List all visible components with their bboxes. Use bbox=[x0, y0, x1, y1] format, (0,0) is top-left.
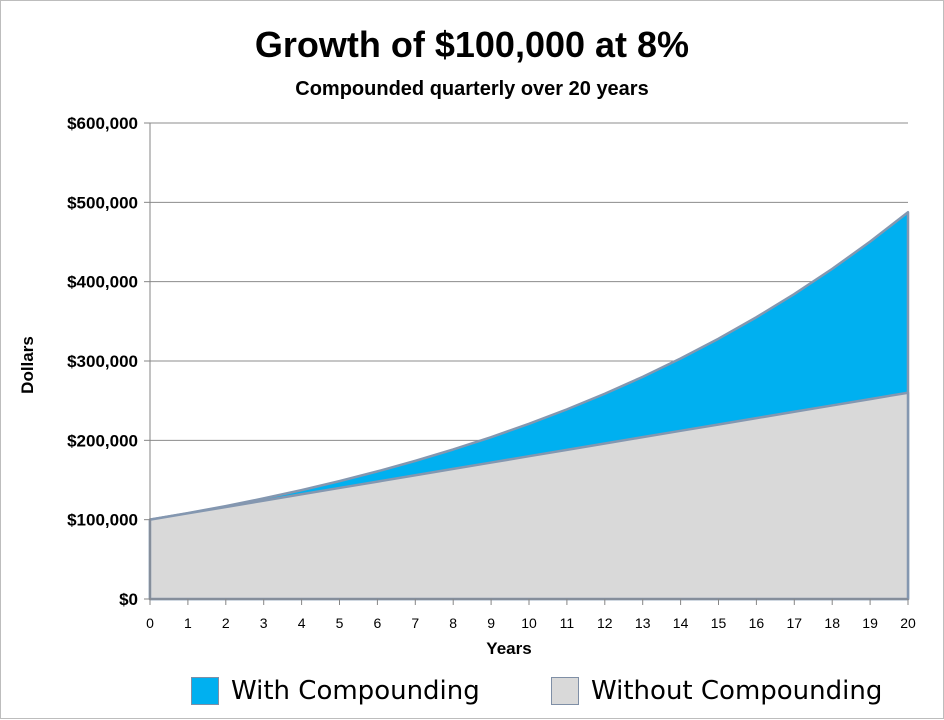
legend: With Compounding Without Compounding bbox=[1, 673, 943, 709]
y-tick-label: $100,000 bbox=[67, 511, 138, 530]
x-tick-label: 16 bbox=[749, 615, 765, 631]
x-tick-label: 0 bbox=[146, 615, 154, 631]
y-tick-label: $500,000 bbox=[67, 193, 138, 212]
y-tick-label: $400,000 bbox=[67, 273, 138, 292]
x-tick-label: 4 bbox=[298, 615, 306, 631]
y-tick-label: $300,000 bbox=[67, 352, 138, 371]
x-tick-label: 6 bbox=[374, 615, 382, 631]
x-tick-label: 20 bbox=[900, 615, 916, 631]
axes bbox=[144, 122, 909, 605]
x-tick-label: 3 bbox=[260, 615, 268, 631]
x-tick-labels: 0 1 2 3 4 5 6 7 8 9 10 11 12 13 14 15 16 17 18 19 20 bbox=[146, 615, 916, 631]
x-tick-label: 12 bbox=[597, 615, 613, 631]
x-tick-label: 1 bbox=[184, 615, 192, 631]
area-without-compounding bbox=[148, 391, 910, 601]
y-tick-labels: $0 $100,000 $200,000 $300,000 $400,000 $500,0… bbox=[67, 114, 138, 609]
y-tick-label: $0 bbox=[119, 590, 138, 609]
x-tick-label: 5 bbox=[336, 615, 344, 631]
x-tick-label: 13 bbox=[635, 615, 651, 631]
y-axis-title: Dollars bbox=[18, 336, 37, 394]
legend-swatch-with-compounding bbox=[191, 677, 219, 705]
x-tick-label: 10 bbox=[521, 615, 537, 631]
y-tick-label: $200,000 bbox=[67, 431, 138, 450]
series-areas bbox=[148, 210, 910, 601]
legend-item-without-compounding: Without Compounding bbox=[551, 673, 882, 709]
legend-swatch-without-compounding bbox=[551, 677, 579, 705]
y-tick-label: $600,000 bbox=[67, 114, 138, 133]
x-tick-label: 2 bbox=[222, 615, 230, 631]
x-tick-label: 11 bbox=[560, 615, 575, 631]
x-tick-label: 18 bbox=[824, 615, 840, 631]
x-tick-label: 15 bbox=[711, 615, 727, 631]
legend-item-with-compounding: With Compounding bbox=[191, 673, 480, 709]
x-axis-title: Years bbox=[486, 639, 531, 658]
x-tick-label: 9 bbox=[487, 615, 495, 631]
chart-subtitle: Compounded quarterly over 20 years bbox=[295, 78, 649, 100]
legend-label-with-compounding: With Compounding bbox=[231, 676, 480, 706]
x-tick-label: 14 bbox=[673, 615, 689, 631]
x-tick-label: 17 bbox=[787, 615, 803, 631]
x-tick-label: 7 bbox=[411, 615, 419, 631]
x-tick-label: 19 bbox=[862, 615, 878, 631]
legend-label-without-compounding: Without Compounding bbox=[591, 676, 883, 706]
chart-title: Growth of $100,000 at 8% bbox=[254, 24, 690, 65]
x-tick-label: 8 bbox=[449, 615, 457, 631]
